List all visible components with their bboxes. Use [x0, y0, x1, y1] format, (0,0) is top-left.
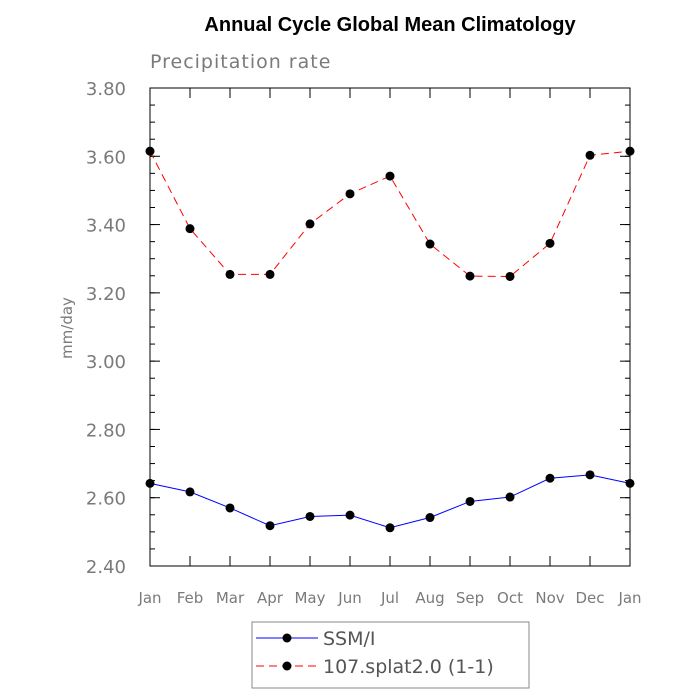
x-tick-label: Mar — [216, 589, 245, 607]
legend-marker-model — [282, 661, 292, 671]
data-point-series-1 — [225, 269, 235, 279]
series-line-1 — [149, 150, 631, 277]
x-tick-label: Jan — [137, 589, 161, 607]
y-tick-label: 3.60 — [86, 147, 126, 168]
x-tick-label: Oct — [497, 589, 523, 607]
data-point-series-0 — [265, 521, 275, 531]
series-line-0 — [149, 474, 631, 529]
data-point-series-1 — [385, 171, 395, 181]
y-tick-label: 3.20 — [86, 284, 126, 305]
data-point-series-1 — [345, 189, 355, 199]
data-point-series-1 — [305, 219, 315, 229]
y-tick-label: 2.40 — [86, 557, 126, 578]
x-tick-label: Aug — [415, 589, 444, 607]
data-point-series-1 — [505, 271, 515, 281]
y-tick-label: 3.00 — [86, 352, 126, 373]
axis-ticks: 2.40 2.60 2.80 3.00 3.20 3.40 3.60 3.80 Jan Feb Ma… — [86, 79, 642, 607]
y-tick-label: 3.40 — [86, 216, 126, 237]
x-tick-label: May — [294, 589, 325, 607]
series-layer — [145, 146, 635, 533]
y-tick-label: 2.60 — [86, 489, 126, 510]
x-tick-label: Nov — [535, 589, 564, 607]
legend-marker-ssmi — [282, 633, 292, 643]
chart-title: Annual Cycle Global Mean Climatology — [204, 14, 576, 36]
data-point-series-0 — [305, 511, 315, 521]
data-point-series-1 — [265, 269, 275, 279]
y-axis-label: mm/day — [58, 297, 76, 359]
data-point-series-1 — [545, 238, 555, 248]
x-tick-label: Feb — [177, 589, 204, 607]
data-point-series-0 — [585, 470, 595, 480]
data-point-series-0 — [185, 487, 195, 497]
data-point-series-0 — [425, 513, 435, 523]
data-point-series-0 — [225, 503, 235, 513]
y-tick-label: 2.80 — [86, 420, 126, 441]
data-point-series-0 — [465, 496, 475, 506]
x-tick-label: Apr — [257, 589, 284, 607]
legend-box — [251, 621, 530, 689]
legend-label-model: 107.splat2.0 (1-1) — [323, 656, 494, 678]
x-tick-label: Jun — [337, 589, 361, 607]
data-point-series-1 — [425, 239, 435, 249]
data-point-series-0 — [505, 492, 515, 502]
x-tick-label: Jan — [617, 589, 641, 607]
data-point-series-0 — [385, 523, 395, 533]
plot-frame — [149, 87, 631, 567]
data-point-series-1 — [465, 271, 475, 281]
x-tick-label: Dec — [575, 589, 604, 607]
x-tick-label: Jul — [380, 589, 399, 607]
legend: SSM/I 107.splat2.0 (1-1) — [251, 621, 530, 689]
chart-subtitle: Precipitation rate — [150, 51, 331, 73]
legend-label-ssmi: SSM/I — [323, 628, 376, 650]
y-tick-label: 3.80 — [86, 79, 126, 100]
data-point-series-0 — [345, 510, 355, 520]
x-tick-label: Sep — [456, 589, 484, 607]
data-point-series-1 — [585, 150, 595, 160]
data-point-series-0 — [545, 473, 555, 483]
data-point-series-1 — [185, 224, 195, 234]
